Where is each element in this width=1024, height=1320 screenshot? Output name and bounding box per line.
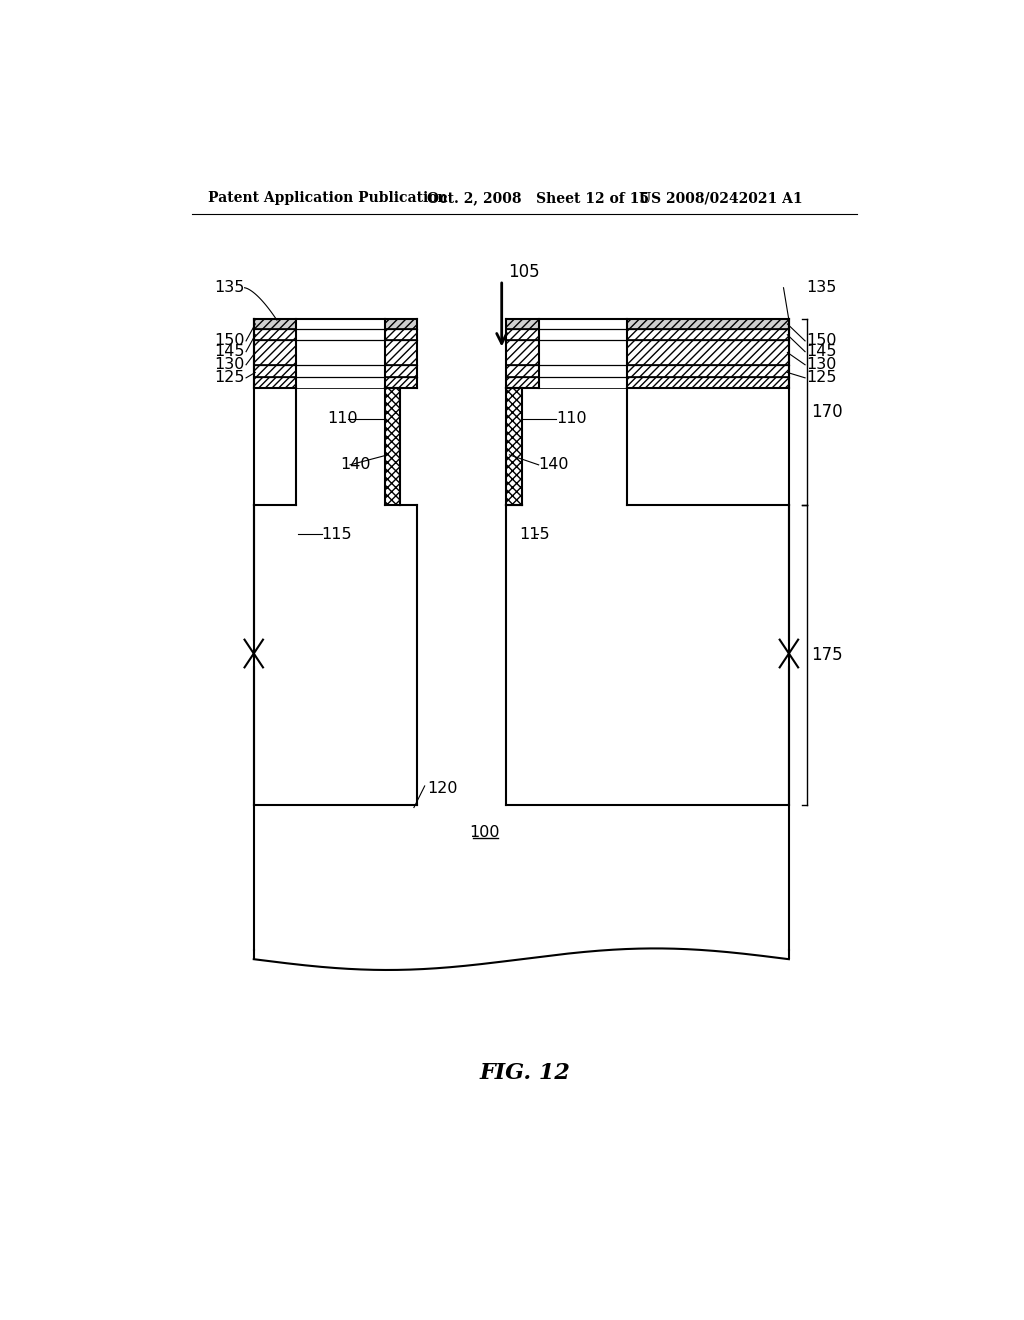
Text: 130: 130 [807,358,837,372]
Text: Patent Application Publication: Patent Application Publication [208,191,447,206]
Bar [254,378,417,388]
Bar [506,364,788,378]
Text: 150: 150 [807,334,838,348]
Text: 140: 140 [539,457,569,473]
Bar [296,318,385,388]
Text: 115: 115 [519,527,550,541]
Text: 140: 140 [340,457,371,473]
Bar [385,388,400,506]
Bar [254,364,417,378]
Bar [254,341,417,364]
Bar [254,330,417,341]
Bar [254,341,417,364]
Bar [385,388,400,506]
Text: Oct. 2, 2008   Sheet 12 of 15: Oct. 2, 2008 Sheet 12 of 15 [427,191,649,206]
Text: 125: 125 [807,371,838,385]
Text: US 2008/0242021 A1: US 2008/0242021 A1 [639,191,803,206]
Bar [506,388,521,506]
Bar [506,341,788,364]
Bar [539,318,628,388]
Bar [506,378,788,388]
Text: 105: 105 [508,264,540,281]
Text: 175: 175 [811,645,843,664]
Bar [506,330,788,341]
Bar [254,378,417,388]
Text: 100: 100 [470,825,500,840]
Bar [506,341,788,364]
Bar [254,318,417,330]
Text: 135: 135 [214,280,245,296]
Bar [506,318,788,330]
Bar [506,318,788,330]
Bar [506,364,788,378]
Text: 115: 115 [322,527,352,541]
Bar [254,364,417,378]
Bar [254,318,417,330]
Bar [506,378,788,388]
Text: 145: 145 [214,345,245,359]
Text: 170: 170 [811,403,843,421]
Bar [254,330,417,341]
Text: 110: 110 [327,411,357,426]
Text: FIG. 12: FIG. 12 [479,1063,570,1084]
Text: 130: 130 [214,358,245,372]
Bar [506,388,521,506]
Text: 135: 135 [807,280,837,296]
Text: 150: 150 [214,334,245,348]
Text: 110: 110 [556,411,587,426]
Text: 145: 145 [807,345,838,359]
Text: 120: 120 [427,780,458,796]
Text: 125: 125 [214,371,245,385]
Bar [506,330,788,341]
